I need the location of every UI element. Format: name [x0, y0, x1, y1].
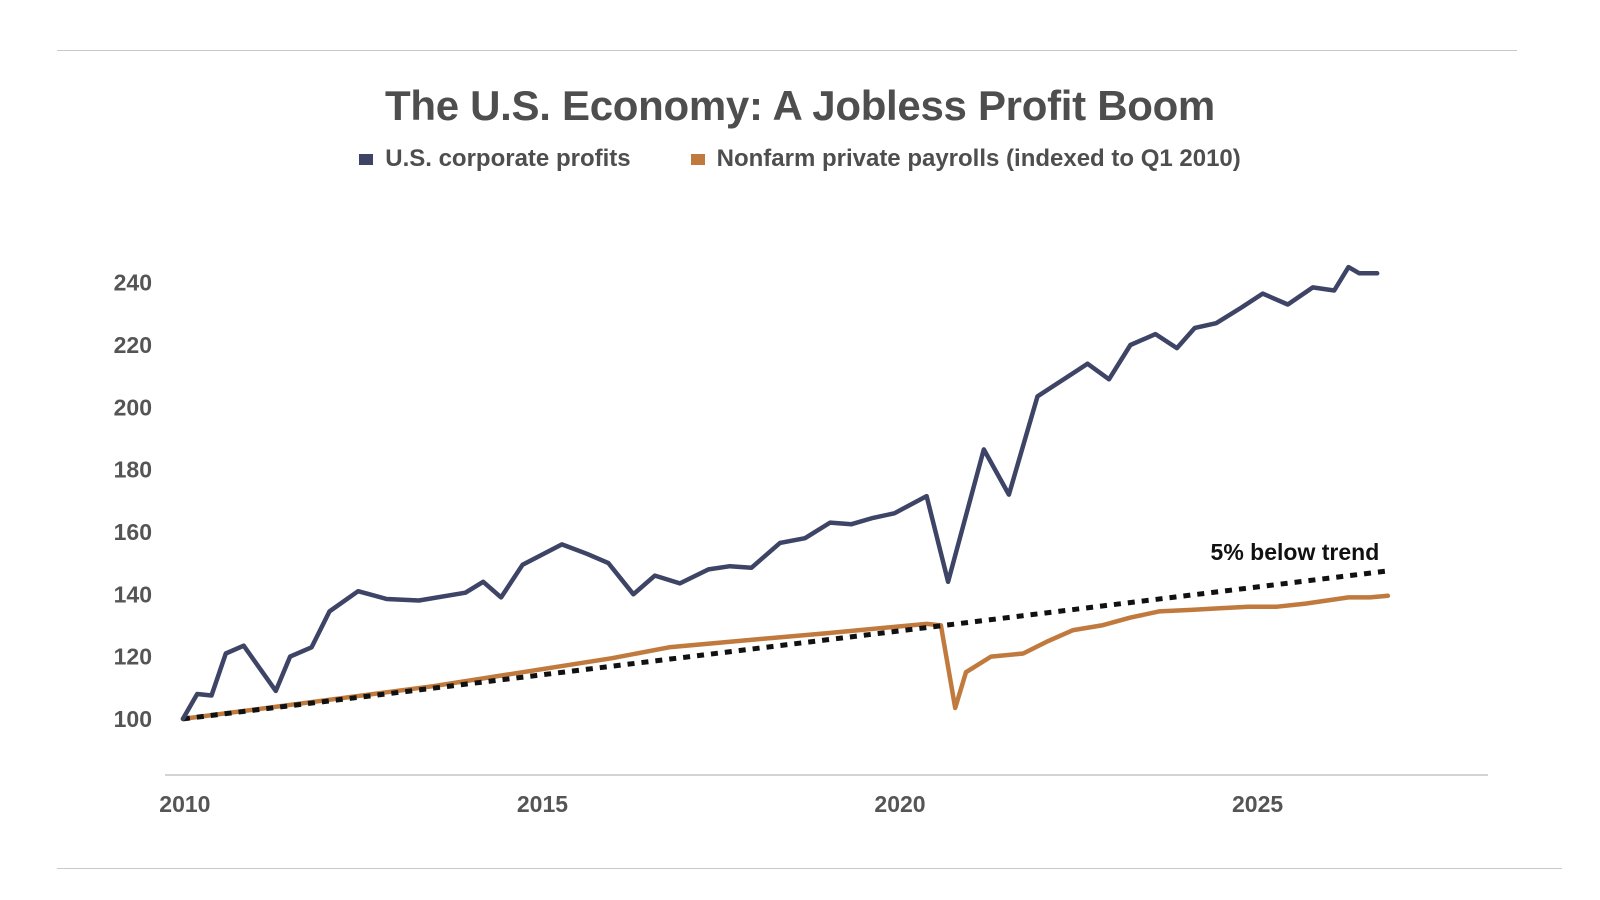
x-axis-ticks: 2010 2015 2020 2025: [159, 791, 1283, 817]
series-layer: [180, 264, 1391, 722]
top-divider: [57, 50, 1517, 51]
y-tick-label: 200: [114, 394, 152, 420]
y-tick-label: 140: [114, 581, 152, 607]
y-tick-label: 220: [114, 332, 152, 358]
chart-title: The U.S. Economy: A Jobless Profit Boom: [385, 82, 1215, 129]
y-tick-label: 240: [114, 270, 152, 296]
x-tick-label: 2015: [517, 791, 568, 817]
trend-line: [182, 568, 1389, 722]
annotations: 5% below trend: [1211, 539, 1380, 565]
legend-swatch-profits: [359, 153, 374, 165]
legend-label-payrolls: Nonfarm private payrolls (indexed to Q1 …: [716, 145, 1241, 172]
chart-legend: U.S. corporate profits Nonfarm private p…: [0, 145, 1600, 173]
y-axis-ticks: 100 120 140 160 180 200 220 240: [114, 270, 152, 732]
legend-item-profits: U.S. corporate profits: [359, 145, 631, 173]
series-line-corporate-profits: [180, 264, 1380, 722]
x-tick-label: 2020: [874, 791, 925, 817]
bottom-divider: [57, 868, 1562, 869]
legend-item-payrolls: Nonfarm private payrolls (indexed to Q1 …: [690, 145, 1241, 173]
series-line-nonfarm-payrolls: [180, 593, 1391, 722]
x-tick-label: 2025: [1232, 791, 1283, 817]
x-tick-label: 2010: [159, 791, 210, 817]
annotation-label: 5% below trend: [1211, 539, 1380, 565]
y-tick-label: 100: [114, 706, 152, 732]
y-tick-label: 120: [114, 644, 152, 670]
legend-swatch-payrolls: [690, 153, 705, 165]
legend-label-profits: U.S. corporate profits: [385, 145, 631, 172]
y-tick-label: 160: [114, 519, 152, 545]
y-tick-label: 180: [114, 457, 152, 483]
